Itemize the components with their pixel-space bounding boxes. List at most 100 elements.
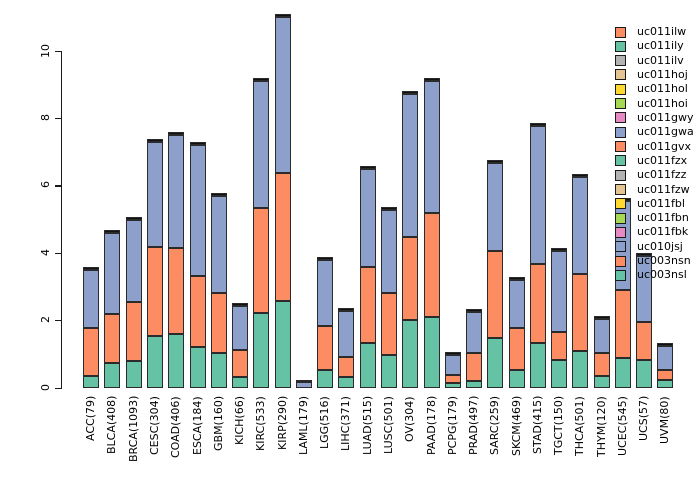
legend-label-uc011hoi: uc011hoi	[637, 96, 688, 110]
bar-segment-minor-transcripts-cap	[636, 253, 653, 256]
y-tick	[54, 50, 61, 52]
bar-segment-minor-transcripts-cap	[572, 174, 589, 177]
bar-segment-minor-transcripts-cap	[317, 257, 334, 260]
bar-segment-uc010jsj	[232, 305, 249, 351]
bar-segment-uc010jsj	[423, 80, 440, 213]
bar-segment-uc010jsj	[125, 219, 142, 302]
bar-segment-uc003nsn	[614, 290, 631, 358]
bar-segment-uc003nsn	[572, 273, 589, 352]
legend-swatch-uc011fbk	[615, 226, 626, 238]
bar-segment-uc003nsl	[83, 376, 100, 388]
legend-swatch-uc011gwy	[615, 112, 626, 124]
x-tick-label-luad515: LUAD(515)	[360, 396, 374, 456]
bar-segment-uc003nsn	[380, 293, 397, 356]
x-tick-label-lihc371: LIHC(371)	[339, 396, 353, 451]
bar-segment-uc010jsj	[189, 144, 206, 276]
bar-segment-uc003nsl	[487, 337, 504, 388]
legend-label-uc003nsl: uc003nsl	[637, 268, 687, 282]
bar-lihc371	[338, 308, 355, 388]
bar-gbm160	[210, 193, 227, 388]
bar-segment-uc010jsj	[147, 141, 163, 247]
bar-ov304	[402, 90, 419, 388]
legend-swatch-uc011ily	[615, 40, 626, 52]
legend-label-uc010jsj: uc010jsj	[637, 239, 683, 253]
x-tick-label-kich66: KICH(66)	[233, 396, 247, 445]
bar-segment-uc003nsl	[423, 317, 440, 388]
bar-thym120	[593, 316, 610, 388]
bar-segment-uc003nsl	[338, 377, 355, 388]
bar-segment-uc010jsj	[466, 311, 483, 354]
bar-segment-uc003nsl	[466, 380, 483, 388]
bar-segment-uc003nsn	[125, 301, 142, 361]
bar-acc79	[83, 266, 100, 388]
bar-segment-minor-transcripts-cap	[444, 352, 461, 355]
bar-segment-uc003nsl	[593, 376, 610, 388]
bar-segment-uc003nsl	[636, 359, 653, 388]
bar-segment-uc003nsn	[189, 275, 206, 348]
bar-segment-minor-transcripts-cap	[295, 379, 312, 382]
bar-segment-minor-transcripts-cap	[466, 309, 483, 312]
legend-label-uc011gwy: uc011gwy	[637, 110, 694, 124]
x-tick-label-cesc304: CESC(304)	[148, 396, 161, 455]
legend-swatch-uc011fbn	[615, 212, 626, 224]
bar-segment-minor-transcripts-cap	[147, 139, 163, 142]
x-tick-label-lgg516: LGG(516)	[318, 396, 332, 449]
bar-segment-minor-transcripts-cap	[487, 160, 504, 163]
x-tick-label-kirp290: KIRP(290)	[275, 396, 289, 451]
bar-segment-uc003nsl	[232, 377, 249, 388]
bar-segment-uc010jsj	[253, 80, 270, 208]
bar-segment-uc003nsn	[210, 293, 227, 354]
bar-segment-uc003nsl	[147, 335, 163, 388]
bar-prad497	[466, 309, 483, 388]
bar-segment-uc003nsl	[274, 300, 291, 388]
legend-label-uc011fbn: uc011fbn	[637, 211, 689, 225]
bar-segment-minor-transcripts-cap	[168, 132, 185, 135]
bar-segment-uc003nsl	[317, 369, 334, 388]
bar-pcpg179	[444, 352, 461, 388]
legend-swatch-uc011hoi	[615, 98, 626, 110]
bar-kirp290	[274, 14, 291, 388]
x-tick-label-ucec545: UCEC(545)	[615, 396, 629, 456]
bar-stad415	[529, 123, 546, 388]
bar-segment-uc003nsl	[359, 343, 376, 388]
bar-segment-uc003nsl	[508, 369, 525, 388]
bar-segment-minor-transcripts-cap	[232, 302, 249, 306]
legend-swatch-uc011ilv	[615, 55, 626, 67]
legend-swatch-uc003nsl	[615, 269, 626, 281]
bar-segment-minor-transcripts-cap	[210, 193, 227, 196]
bar-sarc259	[487, 160, 504, 388]
bar-segment-uc003nsl	[380, 355, 397, 388]
legend-label-uc011fzx: uc011fzx	[637, 153, 688, 167]
x-tick-label-gbm160: GBM(160)	[211, 396, 225, 452]
bar-segment-uc003nsn	[551, 331, 568, 360]
bar-segment-uc003nsn	[104, 314, 121, 363]
bar-ucec545	[614, 198, 631, 388]
legend-swatch-uc011fzx	[615, 155, 626, 167]
bar-segment-minor-transcripts-cap	[508, 276, 525, 280]
bar-segment-minor-transcripts-cap	[402, 90, 419, 94]
bar-segment-uc003nsl	[168, 333, 185, 388]
bar-segment-uc010jsj	[572, 176, 589, 274]
y-tick-label: 4	[39, 249, 52, 257]
legend-swatch-uc010jsj	[615, 241, 626, 253]
bar-segment-uc010jsj	[359, 168, 376, 267]
y-tick-label: 10	[39, 43, 52, 58]
bar-segment-uc003nsl	[614, 357, 631, 388]
bar-segment-minor-transcripts-cap	[338, 308, 355, 311]
x-tick-label-stad415: STAD(415)	[530, 396, 544, 455]
bar-esca184	[189, 142, 206, 388]
bar-segment-uc003nsl	[253, 313, 270, 388]
bar-segment-uc003nsl	[104, 362, 121, 388]
bar-segment-minor-transcripts-cap	[125, 217, 142, 220]
x-tick-label-brca1093: BRCA(1093)	[126, 396, 140, 463]
bar-segment-uc010jsj	[444, 354, 461, 376]
bar-segment-minor-transcripts-cap	[551, 248, 568, 251]
bar-segment-minor-transcripts-cap	[253, 78, 270, 81]
legend-label-uc011fzw: uc011fzw	[637, 182, 690, 196]
legend-swatch-uc011hoj	[615, 69, 626, 81]
bar-blca408	[104, 230, 121, 388]
legend-label-uc011gwa: uc011gwa	[637, 125, 694, 139]
bar-segment-uc010jsj	[317, 259, 334, 327]
bar-segment-uc010jsj	[593, 318, 610, 354]
